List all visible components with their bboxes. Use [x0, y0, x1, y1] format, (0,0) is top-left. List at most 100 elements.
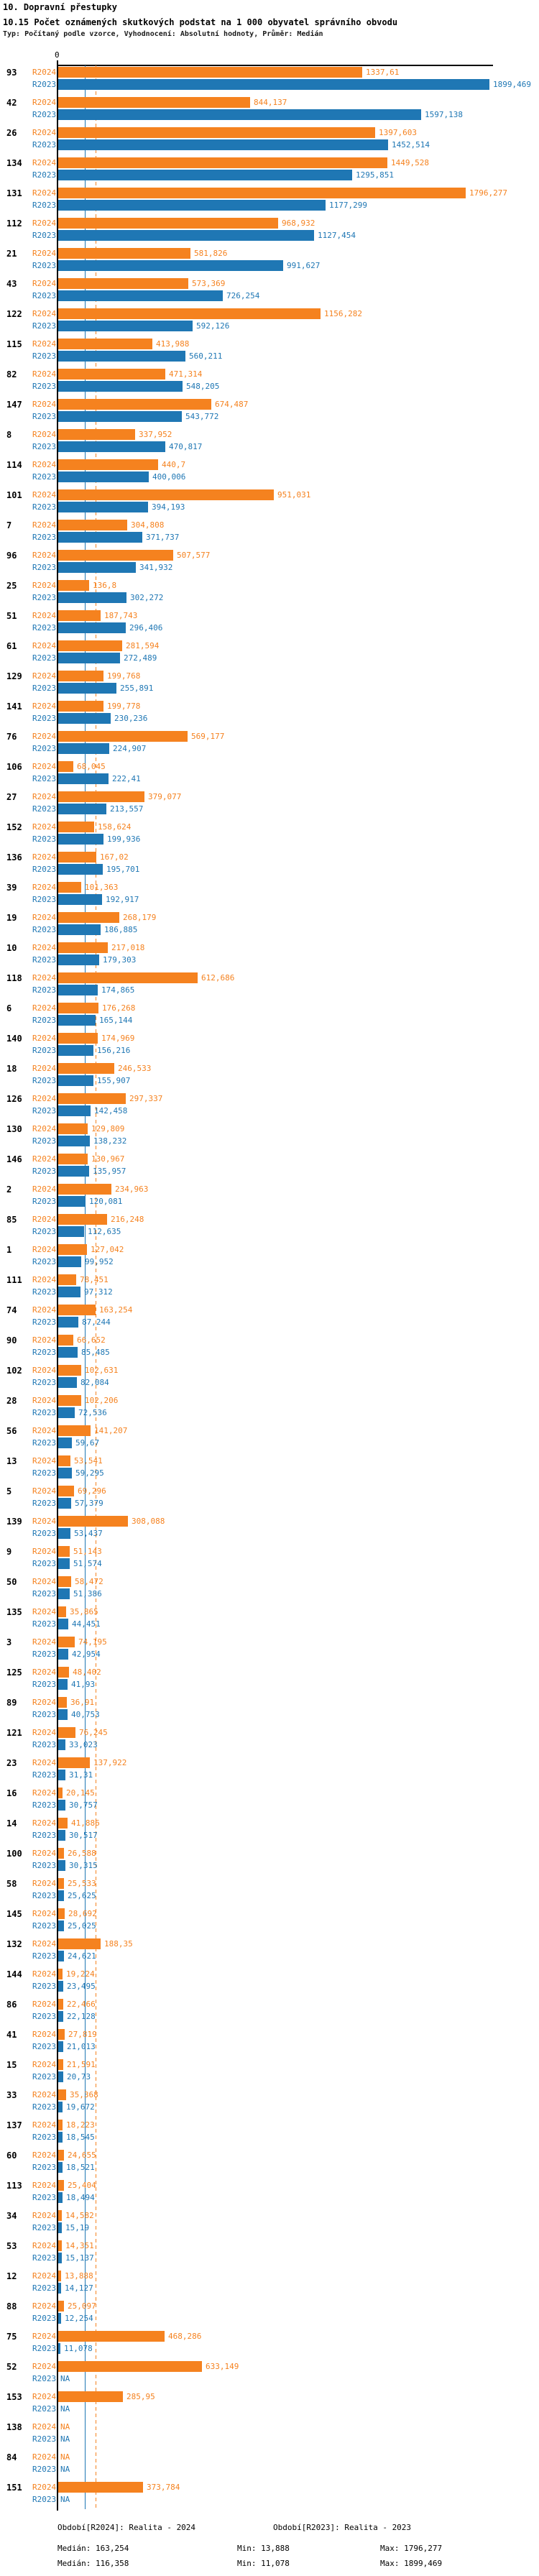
bar-r2023	[58, 893, 102, 905]
bar-value-r2023: 40,753	[71, 1709, 100, 1719]
row-id-label: 53	[6, 2241, 17, 2251]
row-id-label: 25	[6, 581, 17, 591]
chart-title: 10.15 Počet oznámených skutkových podsta…	[3, 17, 398, 27]
row-id-label: 26	[6, 128, 17, 138]
bar-r2023	[58, 1769, 65, 1780]
row-id-label: 129	[6, 671, 22, 681]
bar-value-r2024: 507,577	[177, 551, 211, 560]
series-label-r2023: R2023	[32, 321, 57, 331]
bar-r2023	[58, 1588, 70, 1599]
bar-r2024	[58, 429, 135, 440]
row-id-label: 152	[6, 822, 22, 832]
series-label-r2023: R2023	[32, 2222, 57, 2232]
row-id-label: 138	[6, 2422, 22, 2432]
bar-r2023	[58, 561, 136, 573]
bar-value-r2023: 72,536	[78, 1407, 107, 1417]
bar-value-r2024: 24,655	[68, 2150, 96, 2160]
series-label-r2024: R2024	[32, 2060, 57, 2069]
series-label-r2024: R2024	[32, 369, 57, 379]
series-label-r2023: R2023	[32, 139, 57, 150]
series-label-r2023: R2023	[32, 472, 57, 482]
row-id-label: 52	[6, 2362, 17, 2372]
series-label-r2023: R2023	[32, 1679, 57, 1689]
series-label-r2024: R2024	[32, 2301, 57, 2311]
bar-r2024	[58, 1848, 64, 1859]
bar-r2024	[58, 1546, 70, 1557]
bar-r2024	[58, 550, 173, 561]
bar-value-r2023: NA	[60, 2464, 70, 2474]
series-label-r2023: R2023	[32, 954, 57, 965]
series-label-r2023: R2023	[32, 1890, 57, 1900]
bar-value-r2024: 188,35	[104, 1939, 133, 1949]
series-label-r2023: R2023	[32, 1498, 57, 1508]
bar-value-r2024: 246,533	[118, 1064, 152, 1073]
series-label-r2023: R2023	[32, 562, 57, 572]
bar-value-r2023: 11,078	[64, 2343, 93, 2353]
bar-value-r2023: 33,023	[69, 1739, 98, 1749]
bar-r2023	[58, 2131, 63, 2143]
series-label-r2024: R2024	[32, 2392, 57, 2401]
series-label-r2023: R2023	[32, 2132, 57, 2142]
bar-r2023	[58, 1225, 84, 1237]
row-id-label: 144	[6, 1969, 22, 1979]
row-id-label: 42	[6, 98, 17, 108]
series-label-r2024: R2024	[32, 490, 57, 500]
series-label-r2023: R2023	[32, 713, 57, 723]
row-id-label: 50	[6, 1577, 17, 1587]
bar-value-r2024: 74,195	[78, 1637, 107, 1647]
bar-r2023	[58, 1165, 89, 1177]
bar-r2023	[58, 2222, 62, 2233]
series-label-r2024: R2024	[32, 1275, 57, 1284]
series-label-r2023: R2023	[32, 2192, 57, 2202]
bar-value-r2023: 30,517	[69, 1830, 98, 1840]
bar-r2024	[58, 520, 127, 530]
series-label-r2023: R2023	[32, 1739, 57, 1749]
bar-value-r2023: NA	[60, 2494, 70, 2504]
series-label-r2023: R2023	[32, 1649, 57, 1659]
row-id-label: 122	[6, 309, 22, 319]
bar-r2024	[58, 1576, 71, 1587]
bar-r2024	[58, 1365, 81, 1376]
series-label-r2024: R2024	[32, 2362, 57, 2371]
row-id-label: 74	[6, 1305, 17, 1315]
bar-r2023	[58, 1256, 81, 1267]
bar-value-r2023: 592,126	[196, 321, 230, 331]
row-id-label: 85	[6, 1215, 17, 1225]
bar-value-r2023: 165,144	[99, 1015, 133, 1025]
bar-r2023	[58, 2071, 63, 2082]
bar-r2024	[58, 972, 198, 983]
row-id-label: 5	[6, 1486, 12, 1496]
series-label-r2024: R2024	[32, 1335, 57, 1345]
series-label-r2024: R2024	[32, 1064, 57, 1073]
bar-value-r2024: 130,967	[91, 1154, 125, 1164]
bar-value-r2024: 48,402	[73, 1668, 101, 1677]
bar-value-r2024: 281,594	[126, 641, 160, 650]
legend-r2024: Období[R2024]: Realita - 2024	[57, 2523, 196, 2532]
row-id-label: 114	[6, 460, 22, 470]
row-id-label: 121	[6, 1728, 22, 1738]
bar-value-r2024: 297,337	[129, 1094, 163, 1103]
bar-r2024	[58, 1184, 111, 1195]
row-id-label: 136	[6, 852, 22, 862]
row-id-label: 33	[6, 2090, 17, 2100]
bar-r2023	[58, 592, 126, 603]
series-label-r2023: R2023	[32, 834, 57, 844]
bar-value-r2024: 22,466	[67, 2000, 96, 2009]
series-label-r2023: R2023	[32, 1377, 57, 1387]
bar-r2023	[58, 652, 120, 663]
bar-r2023	[58, 531, 142, 543]
bar-r2023	[58, 2312, 61, 2324]
bar-value-r2023: 1295,851	[356, 170, 394, 180]
bar-value-r2024: 573,369	[192, 279, 226, 288]
bar-r2024	[58, 1154, 88, 1164]
bar-value-r2023: 82,084	[80, 1377, 109, 1387]
bar-value-r2023: 18,494	[66, 2192, 95, 2202]
series-label-r2024: R2024	[32, 1215, 57, 1224]
row-id-label: 6	[6, 1003, 12, 1013]
bar-value-r2024: 66,652	[77, 1335, 106, 1345]
bar-value-r2024: 379,077	[148, 792, 182, 801]
series-label-r2023: R2023	[32, 924, 57, 934]
bar-value-r2024: 216,248	[111, 1215, 144, 1224]
bar-value-r2023: 57,379	[75, 1498, 103, 1508]
bar-value-r2024: 440,7	[162, 460, 186, 469]
